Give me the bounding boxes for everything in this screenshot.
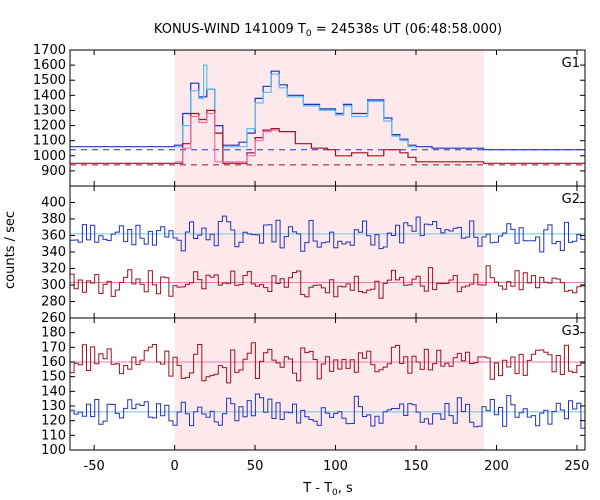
y-tick-label: 300 (41, 278, 66, 293)
y-tick-label: 1700 (33, 43, 66, 58)
y-tick-label: 100 (41, 443, 66, 458)
y-tick-label: 160 (41, 355, 66, 370)
chart-title: KONUS-WIND 141009 T0 = 24538s UT (06:48:… (154, 22, 502, 39)
y-tick-label: 1300 (33, 103, 66, 118)
series-g1-pink (174, 112, 280, 163)
x-axis-title: T - T0, s (302, 481, 353, 498)
y-tick-label: 1200 (33, 119, 66, 134)
x-tick-label: 50 (247, 459, 264, 474)
panel-label-g3: G3 (562, 324, 580, 339)
x-tick-label: 150 (404, 459, 429, 474)
y-tick-label: 320 (41, 262, 66, 277)
y-tick-label: 180 (41, 326, 66, 341)
y-tick-label: 280 (41, 295, 66, 310)
y-tick-label: 360 (41, 229, 66, 244)
series-layer (70, 64, 585, 429)
y-tick-label: 120 (41, 414, 66, 429)
y-tick-label: 1100 (33, 134, 66, 149)
y-tick-label: 380 (41, 212, 66, 227)
y-tick-label: 900 (41, 164, 66, 179)
series-g2-dark_red (70, 265, 585, 299)
y-tick-label: 110 (41, 428, 66, 443)
series-g1-light_blue (174, 64, 416, 148)
x-tick-label: 200 (484, 459, 509, 474)
y-tick-label: 150 (41, 370, 66, 385)
series-g2-dark_blue (70, 215, 585, 253)
panel-frame-g3 (69, 317, 586, 451)
x-tick-label: 100 (323, 459, 348, 474)
y-tick-label: 140 (41, 384, 66, 399)
x-tick-label: 0 (170, 459, 178, 474)
series-g3-dark_red (70, 342, 585, 384)
y-tick-label: 130 (41, 399, 66, 414)
y-tick-label: 170 (41, 340, 66, 355)
series-g3-dark_blue (70, 393, 585, 429)
x-tick-label: -50 (84, 459, 105, 474)
y-tick-label: 1600 (33, 58, 66, 73)
y-tick-label: 1000 (33, 149, 66, 164)
panel-label-g2: G2 (562, 192, 580, 207)
x-tick-label: 250 (565, 459, 590, 474)
y-tick-label: 340 (41, 245, 66, 260)
tick-layer: 90010001100120013001400150016001700G1260… (33, 43, 589, 474)
panel-label-g1: G1 (562, 56, 580, 71)
y-tick-label: 1500 (33, 73, 66, 88)
y-tick-label: 1400 (33, 88, 66, 103)
series-g1-dark_red (70, 109, 585, 164)
y-tick-label: 400 (41, 196, 66, 211)
y-axis-title: counts / sec (3, 211, 18, 289)
y-tick-label: 260 (41, 311, 66, 326)
